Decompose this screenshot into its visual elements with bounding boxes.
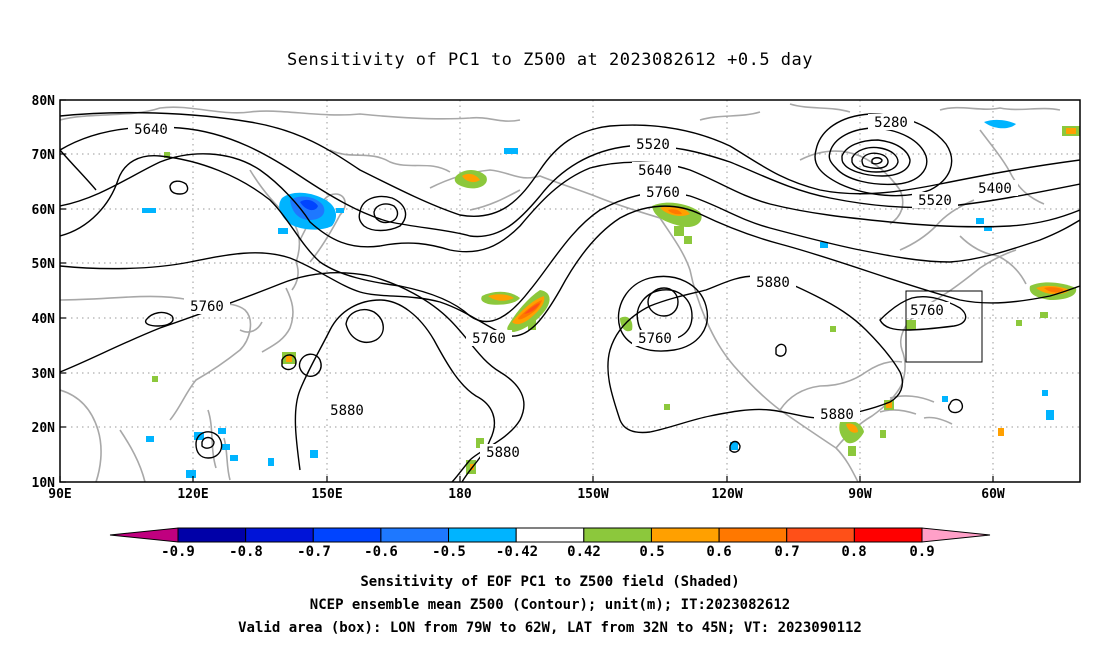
colorbar-swatch: [380, 527, 450, 543]
contour-label: 5880: [820, 407, 854, 423]
lat-label: 10N: [32, 476, 56, 491]
lon-label: 120W: [711, 487, 742, 502]
colorbar-tick-label: -0.5: [432, 544, 466, 560]
caption-valid-area: Valid area (box): LON from 79W to 62W, L…: [238, 620, 862, 636]
valid-area-box: [905, 290, 983, 363]
plot-frame: [59, 99, 1081, 483]
caption-contour: NCEP ensemble mean Z500 (Contour); unit(…: [309, 597, 791, 613]
colorbar-tick-label: 0.9: [909, 544, 934, 560]
axis-ticks: [59, 99, 994, 483]
colorbar: [109, 527, 991, 543]
colorbar-tick-labels: -0.9 -0.8 -0.7 -0.6 -0.5 -0.42 0.42 0.5 …: [161, 544, 935, 560]
lon-label: 120E: [177, 487, 208, 502]
colorbar-tick-label: 0.7: [774, 544, 799, 560]
contour-label: 5760: [638, 331, 672, 347]
contour-label: 5760: [910, 303, 944, 319]
colorbar-tick-label: -0.8: [229, 544, 263, 560]
contour-label: 5760: [190, 299, 224, 315]
colorbar-swatch: [245, 527, 314, 543]
colorbar-swatch: [448, 527, 517, 543]
caption-shading: Sensitivity of EOF PC1 to Z500 field (Sh…: [360, 574, 740, 590]
lat-label: 70N: [32, 148, 56, 163]
colorbar-tick-label: -0.9: [161, 544, 195, 560]
colorbar-swatch: [583, 527, 652, 543]
colorbar-swatch: [515, 527, 585, 543]
contour-label: 5760: [646, 185, 680, 201]
lon-label: 150E: [311, 487, 342, 502]
colorbar-tick-label: 0.8: [841, 544, 866, 560]
lat-label: 50N: [32, 257, 56, 272]
lat-label: 20N: [32, 421, 56, 436]
lon-label: 60W: [981, 487, 1005, 502]
colorbar-swatch: [718, 527, 788, 543]
lon-label: 90W: [848, 487, 872, 502]
contour-label: 5640: [638, 163, 672, 179]
lat-label: 30N: [32, 367, 56, 382]
contour-label: 5400: [978, 181, 1012, 197]
colorbar-tick-label: -0.7: [297, 544, 331, 560]
colorbar-tick-label: 0.6: [706, 544, 731, 560]
colorbar-tick-label: 0.5: [639, 544, 664, 560]
colorbar-swatch: [853, 527, 923, 543]
colorbar-tick-label: 0.42: [567, 544, 601, 560]
lat-label: 60N: [32, 203, 56, 218]
lon-label: 180: [448, 487, 472, 502]
lat-label: 80N: [32, 94, 56, 109]
colorbar-swatch: [177, 527, 247, 543]
colorbar-swatch: [109, 527, 179, 543]
contour-label: 5880: [330, 403, 364, 419]
colorbar-swatch: [312, 527, 382, 543]
lon-label: 90E: [48, 487, 71, 502]
contour-labels: 5640 5520 5640 5760 5280 5400 5520 5760 …: [128, 114, 1018, 461]
colorbar-swatch: [786, 527, 855, 543]
z500-contours: [60, 111, 1080, 482]
colorbar-swatch: [650, 527, 720, 543]
lon-labels: 90E 120E 150E 180 150W 120W 90W 60W: [48, 487, 1005, 502]
map-title: Sensitivity of PC1 to Z500 at 2023082612…: [286, 50, 813, 70]
contour-label: 5640: [134, 122, 168, 138]
colorbar-tick-label: -0.42: [496, 544, 538, 560]
contour-label: 5520: [918, 193, 952, 209]
contour-label: 5880: [486, 445, 520, 461]
colorbar-swatch: [921, 527, 991, 543]
lon-label: 150W: [577, 487, 608, 502]
lat-label: 40N: [32, 312, 56, 327]
contour-label: 5520: [636, 137, 670, 153]
colorbar-tick-label: -0.6: [364, 544, 398, 560]
lat-labels: 80N 70N 60N 50N 40N 30N 20N 10N: [32, 94, 56, 491]
contour-label: 5280: [874, 115, 908, 131]
contour-label: 5760: [472, 331, 506, 347]
contour-label: 5880: [756, 275, 790, 291]
